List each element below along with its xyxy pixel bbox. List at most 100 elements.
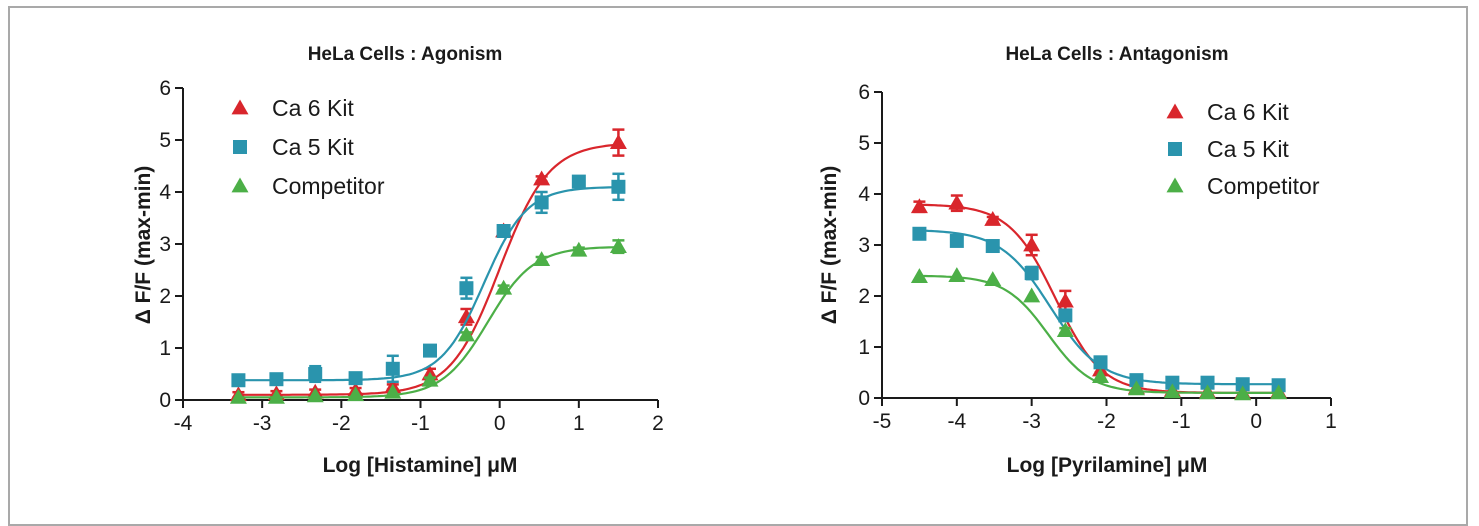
y-tick-label: 3 xyxy=(858,234,870,257)
chart-title: HeLa Cells : Agonism xyxy=(308,44,503,65)
data-point xyxy=(269,372,284,387)
data-point xyxy=(1093,355,1108,370)
fit-curve xyxy=(238,186,619,382)
data-point xyxy=(949,233,964,248)
data-point xyxy=(1270,384,1288,400)
data-point xyxy=(1092,368,1110,383)
fit-curve xyxy=(238,246,619,399)
legend-marker xyxy=(1166,177,1184,193)
data-point xyxy=(533,251,551,266)
x-tick-label: -4 xyxy=(174,412,193,435)
legend-label: Ca 6 Kit xyxy=(272,95,354,121)
y-tick-label: 2 xyxy=(858,285,870,308)
x-tick-label: 2 xyxy=(652,412,664,435)
data-point xyxy=(496,224,511,238)
data-point xyxy=(347,386,365,402)
chart-1: 0 1 2 3 4 5 6 -5 -4 -3 -2 -1 0 1 Ca 6 Kit Ca 5 Kit Compe… xyxy=(858,81,1337,433)
y-tick-label: 5 xyxy=(858,132,870,155)
x-axis-title: Log [Pyrilamine] μM xyxy=(1007,454,1208,477)
legend-marker xyxy=(231,99,249,115)
y-tick-label: 4 xyxy=(159,181,171,204)
data-point xyxy=(423,343,437,358)
x-tick-label: -2 xyxy=(1097,410,1116,433)
data-point xyxy=(1200,375,1215,390)
y-tick-label: 0 xyxy=(858,387,870,410)
data-point xyxy=(910,268,928,283)
data-point xyxy=(457,326,475,342)
legend-item: Competitor xyxy=(231,173,385,199)
data-point xyxy=(267,388,285,404)
x-tick-label: 0 xyxy=(494,412,506,435)
data-point xyxy=(231,373,246,388)
y-tick-label: 2 xyxy=(159,285,171,308)
data-point xyxy=(1165,375,1180,390)
data-point xyxy=(534,195,549,210)
x-tick-label: -1 xyxy=(411,412,430,435)
data-point xyxy=(984,271,1002,287)
legend-item: Ca 6 Kit xyxy=(231,95,354,121)
series-competitor xyxy=(229,238,627,404)
series-competitor xyxy=(910,267,1288,401)
legend-label: Ca 5 Kit xyxy=(272,134,354,160)
data-point xyxy=(611,179,626,194)
series-ca-5-kit xyxy=(912,226,1286,393)
data-point xyxy=(571,174,586,189)
data-point xyxy=(1234,385,1252,401)
x-tick-label: -2 xyxy=(332,412,351,435)
legend-label: Competitor xyxy=(272,173,385,199)
chart-title: HeLa Cells : Antagonism xyxy=(1005,44,1228,65)
data-point xyxy=(1235,377,1250,392)
legend-label: Competitor xyxy=(1207,173,1320,199)
data-point xyxy=(1023,236,1041,252)
data-point xyxy=(910,198,928,214)
figure-canvas: HeLa Cells : Agonism Log [Histamine] μM … xyxy=(132,44,1337,477)
data-point xyxy=(609,134,627,149)
chart-0: 0 1 2 3 4 5 6 -4 -3 -2 -1 0 1 2 Ca 6 Kit Ca 5 Kit Compet… xyxy=(159,77,664,435)
series-ca-5-kit xyxy=(231,172,626,388)
data-point xyxy=(985,239,1000,254)
data-point xyxy=(348,371,363,386)
data-point xyxy=(459,281,474,296)
y-tick-label: 6 xyxy=(858,81,870,104)
x-tick-label: -1 xyxy=(1172,410,1191,433)
legend-marker xyxy=(233,140,247,154)
x-tick-label: -3 xyxy=(1022,410,1041,433)
x-axis-title: Log [Histamine] μM xyxy=(323,454,518,477)
legend-marker xyxy=(1166,103,1184,119)
legend-item: Ca 5 Kit xyxy=(233,134,354,160)
data-point xyxy=(1163,383,1181,399)
x-tick-label: -5 xyxy=(873,410,892,433)
data-point xyxy=(609,238,627,253)
data-point xyxy=(1024,266,1039,281)
data-point xyxy=(948,267,966,282)
data-point xyxy=(384,383,402,399)
y-tick-label: 3 xyxy=(159,233,171,256)
legend-item: Ca 6 Kit xyxy=(1166,99,1289,125)
data-point xyxy=(306,387,324,403)
data-point xyxy=(1023,287,1041,303)
x-tick-label: -3 xyxy=(253,412,272,435)
y-tick-label: 0 xyxy=(159,389,171,412)
data-point xyxy=(912,226,927,241)
data-point xyxy=(229,388,247,404)
x-tick-label: 1 xyxy=(1325,410,1337,433)
data-point xyxy=(421,371,439,387)
data-point xyxy=(1056,322,1074,338)
x-tick-label: -4 xyxy=(947,410,966,433)
figure-frame xyxy=(8,6,1468,526)
legend-marker xyxy=(1168,142,1182,156)
legend-label: Ca 5 Kit xyxy=(1207,136,1289,162)
data-point xyxy=(1199,384,1217,400)
data-point xyxy=(495,279,513,295)
data-point xyxy=(457,308,475,324)
legend-item: Ca 5 Kit xyxy=(1168,136,1289,162)
legend-label: Ca 6 Kit xyxy=(1207,99,1289,125)
y-tick-label: 5 xyxy=(159,129,171,152)
series-ca-6-kit xyxy=(229,128,627,402)
data-point xyxy=(308,367,323,381)
data-point xyxy=(984,211,1002,226)
y-tick-label: 6 xyxy=(159,77,171,100)
data-point xyxy=(1058,308,1073,323)
y-tick-label: 1 xyxy=(159,337,171,360)
y-axis-title: Δ F/F (max-min) xyxy=(132,166,155,325)
